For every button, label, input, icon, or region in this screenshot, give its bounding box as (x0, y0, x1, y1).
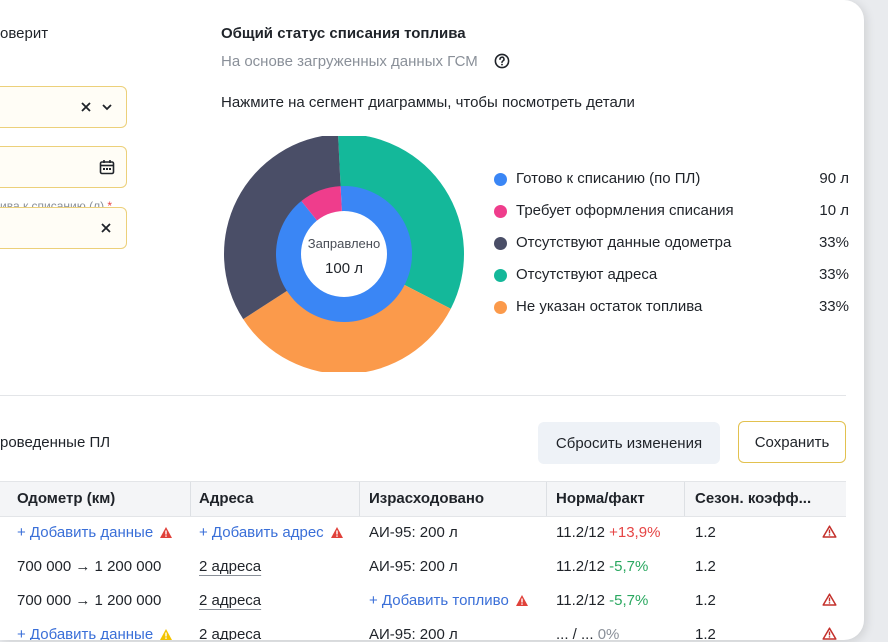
odometer-cell[interactable]: + Добавить данные (17, 524, 173, 541)
legend-value: 10 л (819, 202, 849, 219)
legend-item[interactable]: Готово к списанию (по ПЛ) 90 л (494, 170, 849, 190)
row-warning[interactable] (822, 593, 837, 610)
addresses-cell[interactable]: 2 адреса (199, 626, 262, 640)
status-subtitle: На основе загруженных данных ГСМ (221, 53, 478, 70)
deviation-value: -5,7% (609, 592, 649, 609)
warning-icon (160, 629, 173, 640)
legend-value: 33% (818, 234, 849, 251)
warning-icon (160, 527, 173, 538)
warning-outline-icon (822, 627, 837, 640)
col-separator (359, 482, 360, 516)
fuel-cell: АИ-95: 200 л (369, 558, 458, 575)
select-field[interactable] (0, 86, 127, 128)
status-title: Общий статус списания топлива (221, 25, 466, 42)
addresses-cell[interactable]: + Добавить адрес (199, 524, 344, 541)
col-consumed[interactable]: Израсходовано (369, 490, 485, 507)
legend-label: Отсутствуют данные одометра (516, 234, 732, 251)
addresses-cell[interactable]: 2 адреса (199, 558, 262, 575)
chevron-down-icon[interactable] (101, 102, 113, 112)
legend-item[interactable]: Требует оформления списания 10 л (494, 202, 849, 222)
row-warning[interactable] (822, 627, 837, 640)
legend-value: 33% (818, 298, 849, 315)
legend-value: 33% (818, 266, 849, 283)
norm-fact-cell: ... / ... 0% (556, 626, 619, 640)
close-icon[interactable] (100, 222, 112, 234)
odometer-cell: 700 000 → 1 200 000 (17, 592, 162, 609)
deviation-value: -5,7% (609, 558, 649, 575)
write-off-field[interactable] (0, 207, 127, 249)
outer-ring-slice[interactable] (243, 284, 451, 372)
seasonal-coef-cell: 1.2 (695, 524, 716, 541)
fuel-cell: АИ-95: 200 л (369, 626, 458, 640)
legend-item[interactable]: Отсутствуют данные одометра 33% (494, 234, 849, 254)
legend-dot (494, 301, 507, 314)
divider (0, 395, 846, 396)
fuel-cell: АИ-95: 200 л (369, 524, 458, 541)
warning-outline-icon (822, 525, 837, 538)
main-card: оверит ива к списанию (л) * Общий статус… (0, 0, 864, 640)
date-field[interactable] (0, 146, 127, 188)
odometer-cell[interactable]: + Добавить данные (17, 626, 173, 640)
inner-ring-slice[interactable] (276, 186, 412, 322)
outer-ring-slice[interactable] (338, 136, 464, 309)
norm-fact-cell: 11.2/12 +13,9% (556, 524, 661, 541)
legend-value: 90 л (819, 170, 849, 187)
col-norm-fact[interactable]: Норма/факт (556, 490, 645, 507)
col-separator (190, 482, 191, 516)
legend-dot (494, 173, 507, 186)
col-seasonal-coef[interactable]: Сезон. коэфф... (695, 490, 812, 507)
odometer-cell: 700 000 → 1 200 000 (17, 558, 162, 575)
save-button[interactable]: Сохранить (738, 421, 846, 463)
norm-fact-cell: 11.2/12 -5,7% (556, 558, 649, 575)
col-separator (684, 482, 685, 516)
addresses-cell[interactable]: 2 адреса (199, 592, 262, 609)
reset-changes-button[interactable]: Сбросить изменения (538, 422, 720, 464)
legend-dot (494, 205, 507, 218)
table-header: Одометр (км) Адреса Израсходовано Норма/… (0, 481, 846, 517)
col-addresses[interactable]: Адреса (199, 490, 254, 507)
warning-outline-icon (822, 593, 837, 606)
legend-label: Требует оформления списания (516, 202, 734, 219)
donut-center-value: 100 л (325, 260, 363, 277)
seasonal-coef-cell: 1.2 (695, 592, 716, 609)
legend-item[interactable]: Не указан остаток топлива 33% (494, 298, 849, 318)
col-separator (546, 482, 547, 516)
deviation-value: 0% (597, 626, 620, 640)
legend-item[interactable]: Отсутствуют адреса 33% (494, 266, 849, 286)
filter-label-top: оверит (0, 25, 49, 42)
legend-dot (494, 269, 507, 282)
legend-dot (494, 237, 507, 250)
row-warning[interactable] (822, 525, 837, 542)
legend-label: Готово к списанию (по ПЛ) (516, 170, 701, 187)
donut-center-label: Заправлено (308, 236, 380, 251)
norm-fact-cell: 11.2/12 -5,7% (556, 592, 649, 609)
seasonal-coef-cell: 1.2 (695, 626, 716, 640)
deviation-value: +13,9% (609, 524, 661, 541)
close-icon[interactable] (80, 101, 92, 113)
section-label: роведенные ПЛ (0, 434, 111, 451)
calendar-icon[interactable] (99, 159, 115, 175)
warning-icon (330, 527, 343, 538)
fuel-status-donut-chart[interactable]: Заправлено 100 л (220, 136, 470, 372)
legend-label: Отсутствуют адреса (516, 266, 658, 283)
warning-icon (515, 595, 528, 606)
legend-label: Не указан остаток топлива (516, 298, 703, 315)
question-circle-icon[interactable] (494, 53, 510, 69)
chart-hint: Нажмите на сегмент диаграммы, чтобы посм… (221, 94, 635, 111)
fuel-cell[interactable]: + Добавить топливо (369, 592, 529, 609)
seasonal-coef-cell: 1.2 (695, 558, 716, 575)
donut-center (301, 211, 387, 297)
col-odometer[interactable]: Одометр (км) (17, 490, 116, 507)
